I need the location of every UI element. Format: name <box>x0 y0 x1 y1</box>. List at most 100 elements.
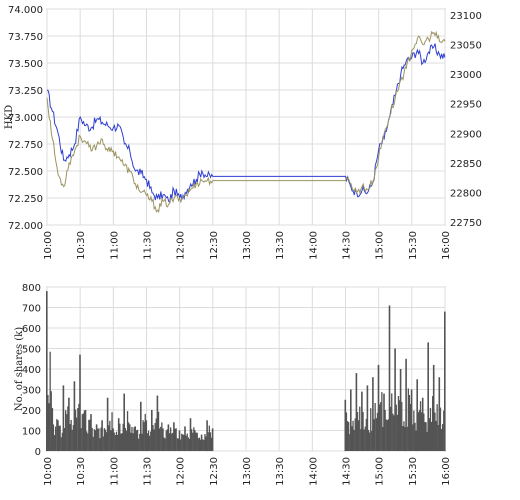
volume-bar <box>444 311 446 451</box>
volume-bar <box>362 411 364 451</box>
volume-bar <box>188 439 191 451</box>
volume-bar <box>195 432 197 451</box>
volume-x-tick-label: 10:30 <box>76 457 87 486</box>
volume-bar <box>50 391 52 451</box>
volume-bar <box>438 377 441 451</box>
volume-bar <box>68 397 70 451</box>
volume-bar <box>155 418 157 451</box>
volume-bar <box>83 410 86 451</box>
volume-x-tick-label: 10:00 <box>43 457 54 486</box>
price-x-tick-label: 12:00 <box>176 231 187 260</box>
volume-bar <box>440 429 443 451</box>
volume-bar <box>161 422 163 451</box>
volume-bar <box>56 419 58 451</box>
volume-bar <box>192 432 194 451</box>
volume-bar <box>382 427 384 451</box>
volume-bar <box>112 428 114 451</box>
volume-x-tick-label: 15:00 <box>375 457 386 486</box>
volume-bar <box>198 437 201 451</box>
volume-x-tick-label: 15:30 <box>408 457 419 486</box>
volume-bar <box>160 426 162 451</box>
volume-bar <box>197 438 199 451</box>
volume-bar <box>383 393 385 451</box>
volume-x-tick-label: 16:00 <box>441 457 452 486</box>
volume-bar <box>177 438 180 451</box>
volume-bar <box>94 430 97 451</box>
volume-bar <box>364 426 366 451</box>
volume-bar <box>120 433 122 451</box>
volume-bar <box>436 404 438 451</box>
volume-bar <box>375 418 377 451</box>
price-y-right-tick-label: 22950 <box>450 100 482 111</box>
volume-bar <box>344 399 347 452</box>
volume-bar <box>145 420 148 452</box>
volume-bar <box>350 389 352 451</box>
volume-bar <box>52 424 55 451</box>
volume-bar <box>206 420 208 452</box>
price-y-left-tick-label: 74.000 <box>8 5 43 16</box>
volume-bar <box>108 425 110 451</box>
volume-bar <box>135 430 138 451</box>
volume-bar <box>387 419 390 451</box>
volume-bar <box>47 395 49 451</box>
volume-bar <box>162 428 164 451</box>
volume-bar <box>183 435 185 451</box>
volume-bar <box>353 429 355 451</box>
volume-bar <box>211 428 214 451</box>
price-y-right-tick-label: 23100 <box>450 11 482 22</box>
volume-bar <box>122 423 124 451</box>
volume-bar <box>189 418 192 451</box>
volume-bar <box>369 432 371 451</box>
volume-bar <box>67 406 69 451</box>
volume-bar <box>381 392 383 451</box>
volume-bar <box>71 429 73 451</box>
price-x-tick-label: 12:30 <box>209 231 220 260</box>
volume-bar <box>434 412 436 451</box>
volume-bar <box>53 435 56 451</box>
price-y-right-tick-label: 22850 <box>450 159 482 170</box>
price-y-right-tick-label: 23050 <box>450 41 482 52</box>
volume-x-tick-label: 14:30 <box>342 457 353 486</box>
price-x-tick-label: 10:00 <box>43 231 54 260</box>
volume-bar <box>395 404 397 451</box>
volume-bar <box>115 431 118 451</box>
volume-bar <box>60 437 62 451</box>
volume-bar <box>181 433 183 451</box>
price-x-tick-label: 16:00 <box>441 231 452 260</box>
volume-bar <box>419 401 422 451</box>
price-x-tick-label: 13:00 <box>242 231 253 260</box>
volume-bar <box>394 348 396 451</box>
volume-y-tick-label: 600 <box>22 324 41 335</box>
price-y-left-tick-label: 73.750 <box>8 32 43 43</box>
volume-bar <box>352 420 354 451</box>
volume-bar <box>193 427 195 451</box>
volume-bar <box>391 393 393 451</box>
volume-bar <box>104 429 107 451</box>
volume-bar <box>125 430 128 451</box>
volume-bar <box>376 412 379 451</box>
volume-bar <box>110 430 112 451</box>
volume-bar <box>377 364 380 451</box>
volume-bar <box>86 431 88 451</box>
volume-bar <box>61 432 63 451</box>
volume-bar <box>199 439 202 451</box>
volume-bar <box>409 404 412 451</box>
volume-bar <box>117 418 120 451</box>
volume-bar <box>208 425 210 451</box>
volume-bar <box>97 428 99 451</box>
volume-bar <box>421 397 424 451</box>
volume-bar <box>424 422 426 451</box>
volume-bar <box>70 419 72 451</box>
volume-bar <box>385 419 387 451</box>
volume-bar <box>373 419 375 451</box>
volume-bar <box>164 438 166 451</box>
price-y-right-tick-label: 22900 <box>450 129 482 140</box>
price-y-right-tick-label: 22800 <box>450 188 482 199</box>
volume-bar <box>98 428 100 451</box>
price-y-left-tick-label: 73.250 <box>8 86 43 97</box>
volume-bar <box>139 433 141 451</box>
volume-bar <box>421 412 423 451</box>
volume-bar <box>173 422 175 451</box>
volume-bar <box>384 410 386 451</box>
